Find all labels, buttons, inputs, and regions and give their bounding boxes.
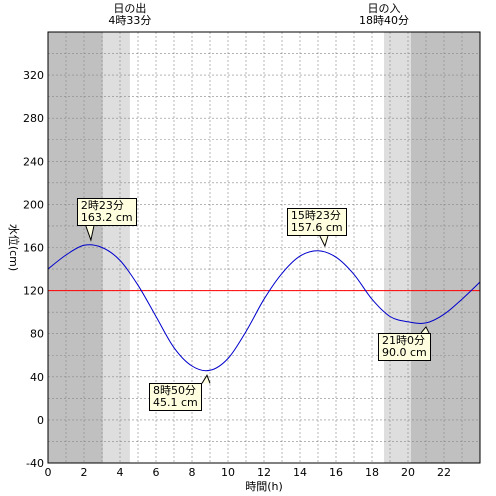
x-tick-label: 8	[189, 466, 196, 479]
x-axis-label: 時間(h)	[245, 480, 283, 493]
x-tick-label: 4	[117, 466, 124, 479]
x-tick-label: 10	[221, 466, 235, 479]
sunset-label: 日の入 18時40分	[344, 3, 424, 27]
sunset-time: 18時40分	[359, 14, 409, 27]
y-tick-label: 80	[30, 328, 44, 341]
sunrise-label: 日の出 4時33分	[90, 3, 170, 27]
callout-time: 2時23分	[80, 199, 124, 213]
callout-time: 15時23分	[290, 209, 341, 223]
y-tick-label: 0	[37, 414, 44, 427]
y-axis-label: 水位(cm)	[7, 224, 21, 271]
callout-pointer	[201, 374, 211, 384]
high-tide-callout-1: 2時23分 163.2 cm	[76, 198, 137, 227]
callout-level: 90.0 cm	[382, 345, 427, 359]
x-tick-label: 20	[401, 466, 415, 479]
high-tide-callout-2: 15時23分 157.6 cm	[286, 208, 347, 237]
grid-lines	[48, 32, 480, 463]
x-tick-label: 12	[257, 466, 271, 479]
callout-level: 157.6 cm	[290, 221, 343, 235]
sunset-title: 日の入	[367, 2, 401, 15]
y-tick-label: 240	[23, 155, 44, 168]
x-tick-label: 16	[329, 466, 343, 479]
x-tick-label: 6	[153, 466, 160, 479]
x-tick-label: 18	[365, 466, 379, 479]
callout-pointer	[85, 225, 95, 242]
low-tide-callout-2: 21時0分 90.0 cm	[378, 332, 431, 361]
callout-pointer	[319, 235, 329, 248]
low-tide-callout-1: 8時50分 45.1 cm	[148, 383, 202, 412]
callout-level: 163.2 cm	[80, 211, 133, 225]
sunrise-time: 4時33分	[108, 14, 152, 27]
callout-level: 45.1 cm	[152, 396, 198, 410]
x-tick-label: 14	[293, 466, 307, 479]
x-tick-label: 0	[45, 466, 52, 479]
sunrise-title: 日の出	[113, 2, 147, 15]
y-tick-label: 200	[23, 198, 44, 211]
callout-pointer	[420, 326, 430, 334]
tide-level-series-line	[47, 244, 481, 372]
x-tick-label: 22	[437, 466, 451, 479]
y-tick-label: 120	[23, 285, 44, 298]
y-tick-label: 40	[30, 371, 44, 384]
y-tick-label: 320	[23, 69, 44, 82]
x-axis-tick-labels: 0 2 4 6 8 10 12 14 16 18 20 22	[45, 466, 452, 479]
x-tick-label: 2	[81, 466, 88, 479]
callout-pointers	[85, 225, 430, 384]
plot-frame	[47, 31, 481, 464]
y-tick-label: 280	[23, 112, 44, 125]
callout-time: 8時50分	[152, 384, 196, 398]
callout-time: 21時0分	[382, 333, 425, 347]
y-tick-label: 160	[23, 242, 44, 255]
y-axis-tick-labels: -40 0 40 80 120 160 200 240 280 320	[23, 69, 44, 470]
y-tick-label: -40	[26, 457, 44, 470]
